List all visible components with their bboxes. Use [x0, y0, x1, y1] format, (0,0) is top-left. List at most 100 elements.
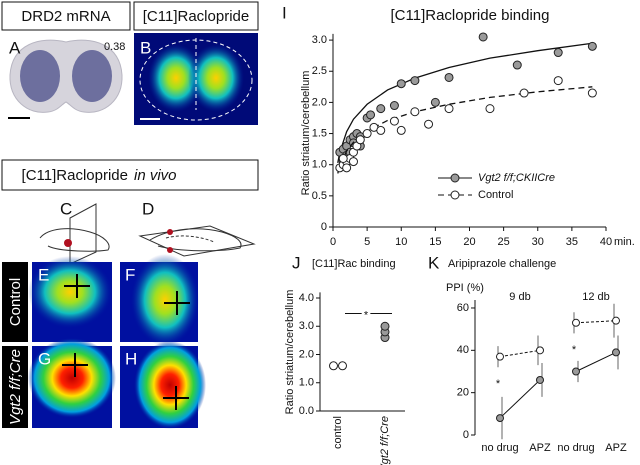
y-tick-label: 60 [457, 302, 469, 314]
y-tick-label: 4.0 [299, 292, 314, 304]
x-tick-label: Vgt2 f/f;Cre [379, 416, 391, 465]
legend-label: Vgt2 f/f;CKIICre [478, 172, 555, 184]
data-point [410, 76, 420, 86]
data-point [430, 97, 440, 107]
panel-label: I [282, 3, 287, 22]
y-tick-label: 2.0 [299, 348, 314, 360]
y-axis-label: Ratio striatum/cerebellum [300, 71, 312, 196]
series-line [499, 379, 541, 419]
y-tick-label: 0 [463, 429, 469, 441]
data-point [366, 110, 376, 120]
header-box [1, 159, 259, 191]
data-point [389, 101, 399, 111]
x-tick-label: 15 [429, 236, 441, 248]
data-point [553, 76, 563, 86]
signal [134, 341, 206, 429]
panel-label: J [292, 253, 301, 272]
x-tick-label: 20 [463, 236, 475, 248]
y-tick-label: 40 [457, 344, 469, 356]
x-tick-label: APZ [605, 442, 627, 454]
row-label-box [2, 262, 28, 342]
y-tick-label: 0 [321, 221, 327, 233]
signal [188, 44, 244, 112]
panel-label: F [125, 265, 135, 284]
data-point [572, 318, 580, 327]
legend-marker [450, 173, 460, 183]
data-point [342, 163, 352, 173]
signal [28, 338, 116, 418]
y-tick-label: 2.0 [312, 96, 327, 108]
chart-title: Aripiprazole challenge [448, 258, 556, 270]
panel-header: DRD2 mRNA [21, 8, 110, 25]
panel-label: C [60, 199, 72, 218]
data-point [572, 367, 580, 376]
data-point [424, 119, 434, 129]
data-point [410, 107, 420, 117]
data-point [553, 48, 563, 58]
data-point [376, 104, 386, 114]
significance-label: * [364, 309, 369, 321]
data-point [348, 157, 358, 167]
x-tick-label: 30 [532, 236, 544, 248]
y-tick-label: 0.0 [299, 405, 314, 417]
data-point [355, 135, 365, 145]
data-point [396, 79, 406, 89]
header-box [1, 1, 131, 31]
panel-label: D [142, 199, 154, 218]
x-tick-label: 0 [330, 236, 336, 248]
chart-title: [C11]Rac binding [312, 258, 396, 270]
data-point [612, 348, 620, 357]
legend-marker [450, 190, 460, 200]
data-point [536, 346, 544, 355]
data-point [496, 352, 504, 361]
data-point [478, 32, 488, 42]
fit-line [337, 86, 593, 174]
panel-label: G [38, 349, 51, 368]
value-label: 0.38 [104, 41, 125, 53]
y-tick-label: 1.5 [312, 127, 327, 139]
x-tick-label: 35 [566, 236, 578, 248]
x-tick-label: no drug [481, 442, 518, 454]
panel-label: A [9, 38, 21, 57]
data-point [444, 72, 454, 82]
y-axis-label: PPI (%) [446, 282, 484, 294]
header-box [133, 1, 259, 31]
panel-header: in vivo [134, 167, 177, 184]
data-point [362, 129, 372, 139]
data-point [380, 321, 390, 331]
x-tick-label: control [332, 416, 344, 449]
x-tick-label: APZ [529, 442, 551, 454]
annotation: * [572, 344, 577, 356]
y-tick-label: 2.5 [312, 65, 327, 77]
y-tick-label: 1.0 [312, 159, 327, 171]
data-point [389, 116, 399, 126]
data-point [536, 375, 544, 384]
signal [28, 256, 112, 328]
group-label: 9 db [509, 291, 530, 303]
series-line [499, 349, 541, 358]
data-point [587, 41, 597, 51]
chart-title: [C11]Raclopride binding [391, 7, 550, 24]
row-label-box [2, 346, 28, 428]
data-point [376, 125, 386, 135]
data-point [485, 104, 495, 114]
row-label: Control [7, 278, 24, 326]
annotation: * [496, 378, 501, 390]
panel-label: H [125, 349, 137, 368]
y-tick-label: 0.5 [312, 190, 327, 202]
signal [131, 254, 199, 346]
data-point [512, 60, 522, 70]
crosshairs [62, 274, 190, 410]
data-point [612, 316, 620, 325]
panel-header: [C11]Raclopride [22, 167, 128, 184]
y-tick-label: 1.0 [299, 377, 314, 389]
striatum [20, 50, 60, 102]
panel-label: B [140, 38, 151, 57]
row-label: Vgt2 f/f;Cre [7, 349, 24, 425]
marker [167, 229, 173, 235]
data-point [338, 153, 348, 163]
data-point [496, 414, 504, 423]
marker [64, 239, 72, 247]
legend-label: Control [478, 189, 513, 201]
